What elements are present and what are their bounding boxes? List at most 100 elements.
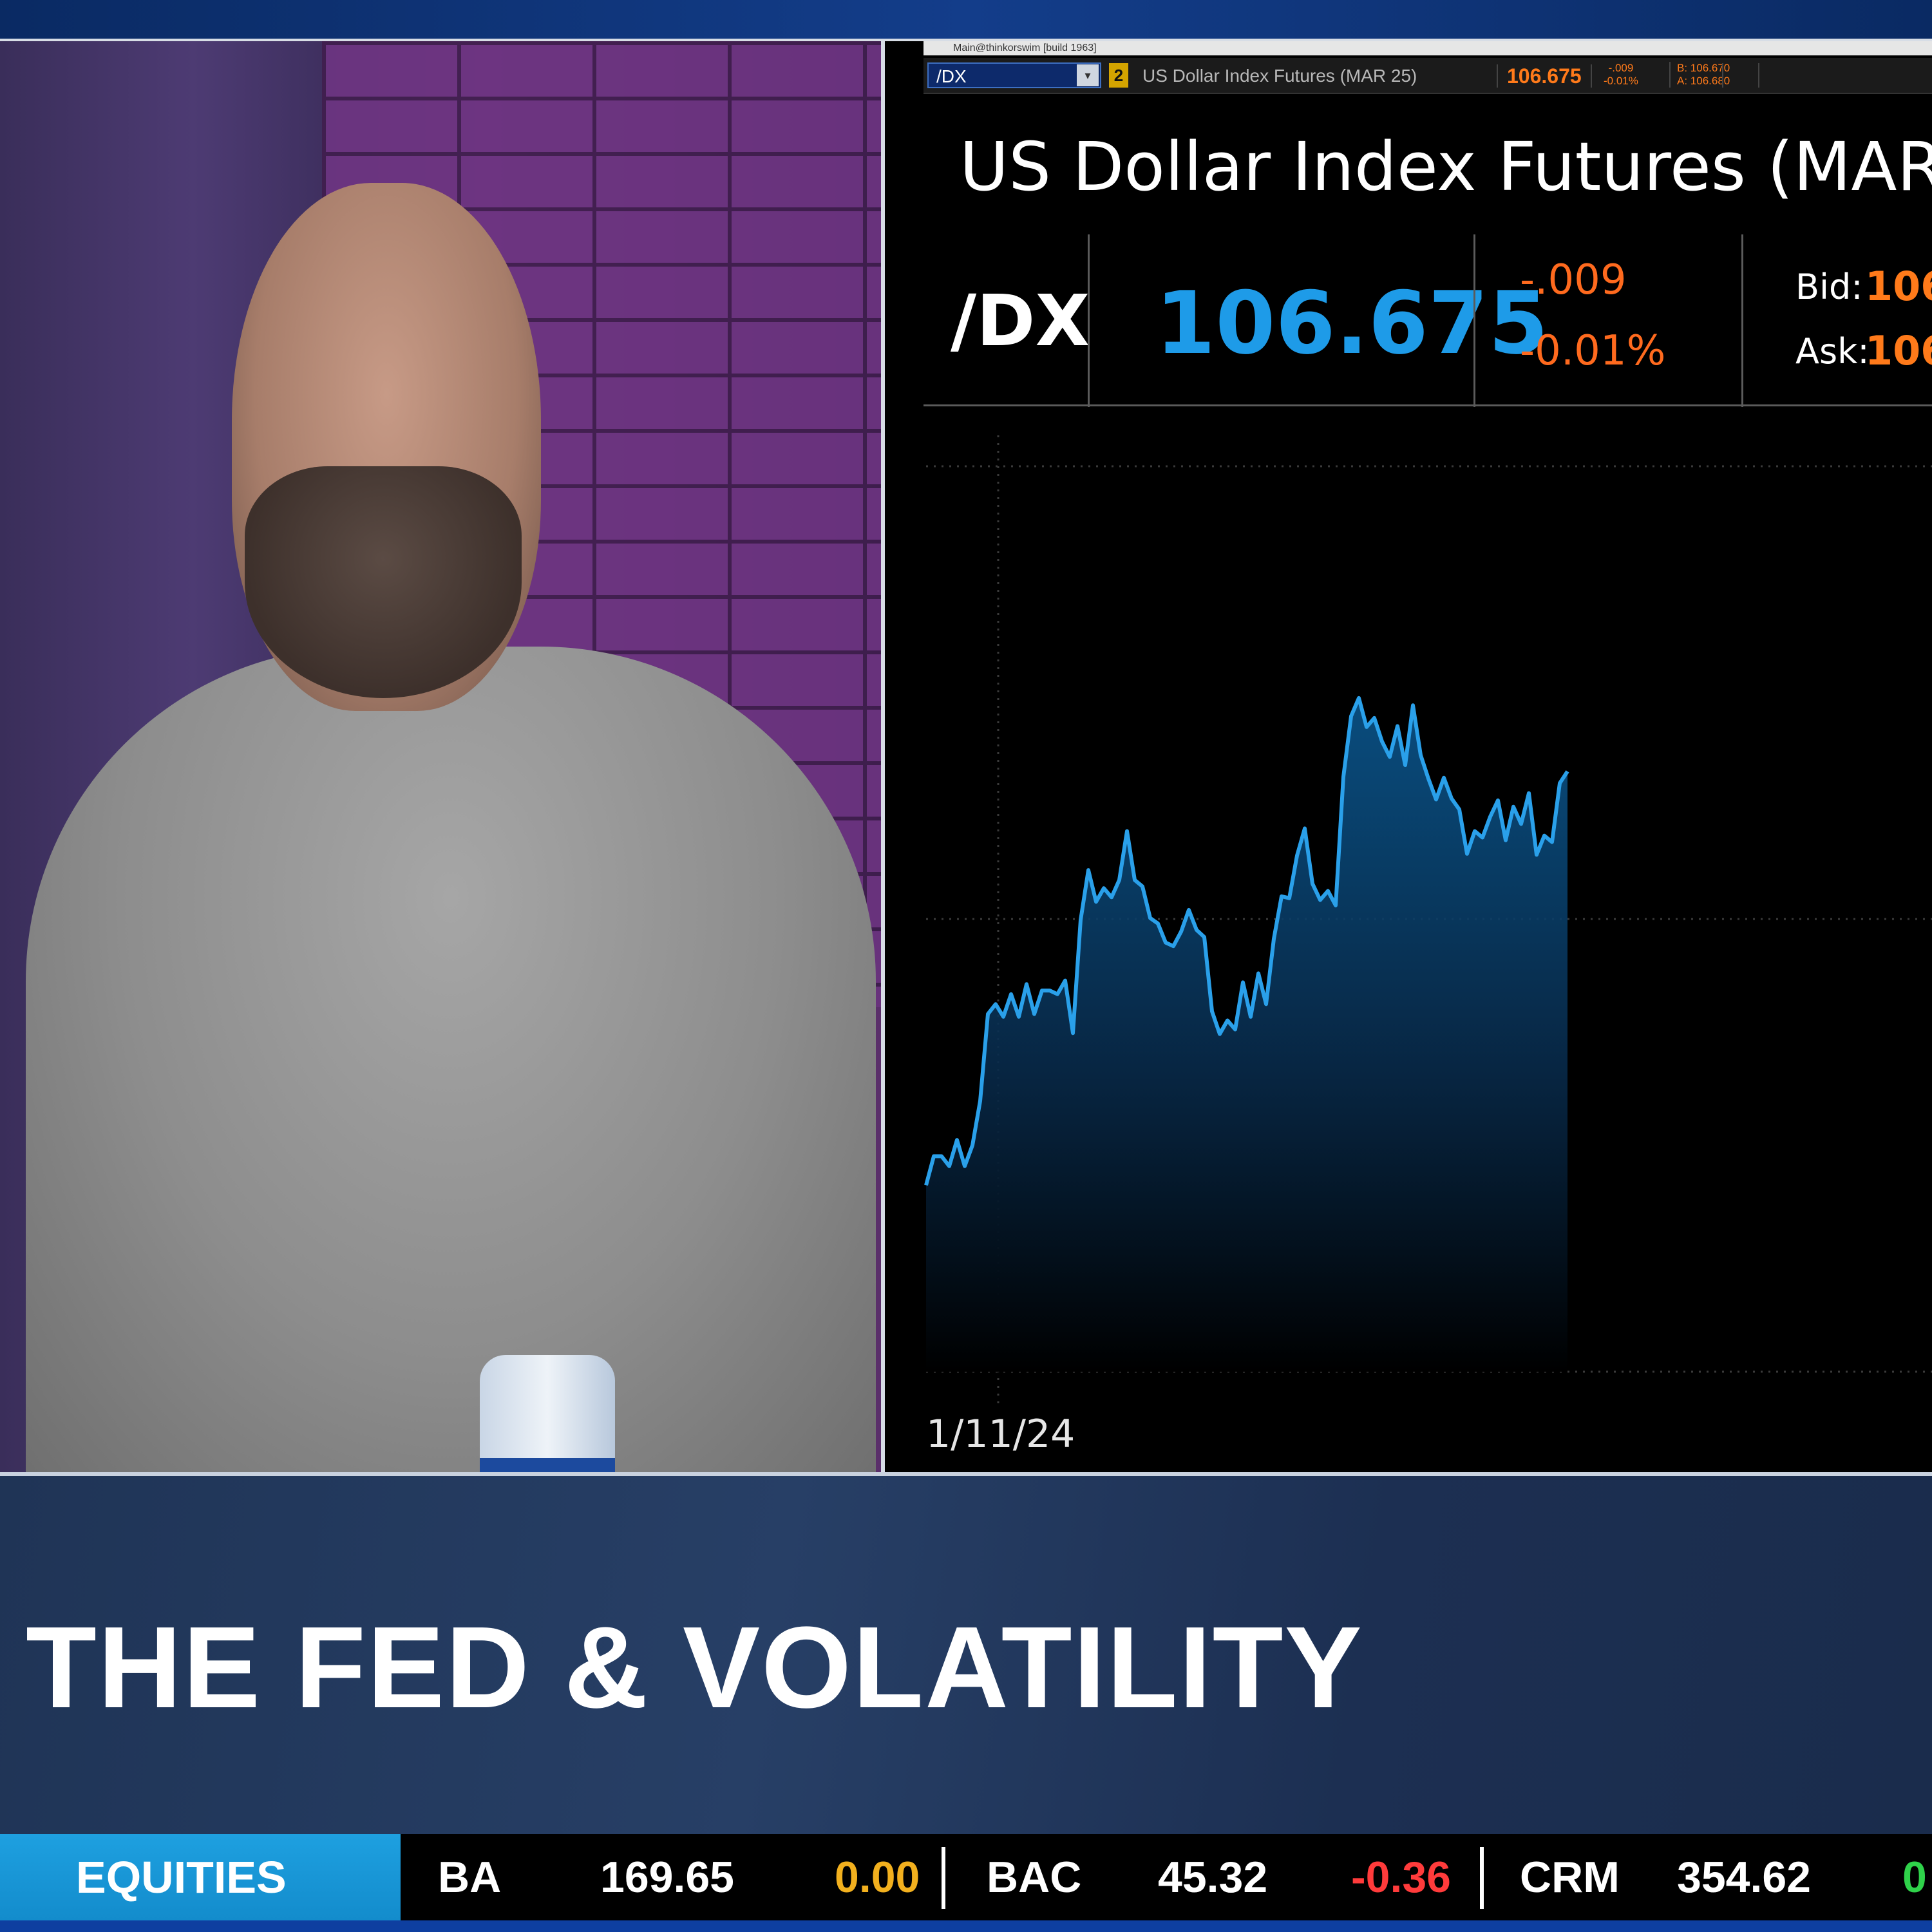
price-data-point bbox=[1519, 822, 1523, 826]
price-data-point bbox=[1264, 1002, 1268, 1006]
price-data-point bbox=[1056, 992, 1059, 996]
price-data-point bbox=[1025, 982, 1028, 986]
price-data-point bbox=[971, 1144, 974, 1148]
price-data-point bbox=[963, 1164, 967, 1168]
price-data-point bbox=[1542, 834, 1546, 838]
chevron-down-icon[interactable]: ▾ bbox=[1077, 64, 1099, 86]
price-data-point bbox=[1164, 941, 1168, 945]
price-data-point bbox=[1086, 868, 1090, 872]
price-data-point bbox=[1233, 1028, 1237, 1032]
price-data-point bbox=[1287, 896, 1291, 900]
price-data-point bbox=[1102, 886, 1106, 890]
ticker-symbol: BAC bbox=[987, 1853, 1082, 1902]
quote-net-change: -.009 bbox=[1520, 256, 1627, 304]
price-data-point bbox=[1357, 696, 1361, 700]
ticker-price: 354.62 bbox=[1677, 1853, 1811, 1902]
quote-divider bbox=[1473, 234, 1475, 407]
price-data-point bbox=[1017, 1015, 1021, 1019]
price-data-point bbox=[1426, 777, 1430, 781]
price-data-point bbox=[978, 1099, 982, 1103]
price-data-point bbox=[1179, 930, 1183, 934]
guest-beard bbox=[245, 466, 522, 698]
price-data-point bbox=[1256, 971, 1260, 975]
price-data-point bbox=[1311, 882, 1314, 886]
toolbar-divider bbox=[1722, 63, 1723, 88]
toolbar-last-price: 106.675 bbox=[1497, 64, 1592, 88]
price-data-point bbox=[1063, 979, 1067, 983]
water-bottle-label bbox=[480, 1458, 615, 1472]
lower-third-edge bbox=[0, 1472, 1932, 1476]
guest-sweater bbox=[26, 647, 876, 1472]
ticker-change: 0 bbox=[1902, 1853, 1927, 1902]
price-data-point bbox=[1349, 714, 1353, 718]
price-data-point bbox=[1117, 878, 1121, 882]
price-data-point bbox=[1241, 980, 1245, 984]
price-data-point bbox=[1249, 1015, 1253, 1019]
price-data-point bbox=[1210, 1009, 1214, 1013]
ask-value: 106 bbox=[1865, 327, 1932, 374]
ticker-separator bbox=[942, 1847, 945, 1909]
ticker-change: 0.00 bbox=[835, 1853, 920, 1902]
price-data-point bbox=[1341, 775, 1345, 779]
price-data-point bbox=[1009, 992, 1013, 996]
price-data-point bbox=[955, 1138, 959, 1142]
guest-video-feed bbox=[0, 41, 881, 1472]
price-data-point bbox=[1558, 781, 1562, 785]
quote-divider bbox=[1741, 234, 1743, 407]
price-data-point bbox=[986, 1012, 990, 1016]
price-data-point bbox=[1566, 770, 1569, 773]
toolbar-net-change: -.009 bbox=[1608, 62, 1634, 74]
price-data-point bbox=[1001, 1015, 1005, 1019]
bid-value: 106 bbox=[1865, 263, 1932, 310]
price-data-point bbox=[932, 1154, 936, 1158]
price-data-point bbox=[1388, 755, 1392, 759]
symbol-toolbar: /DX ▾ 2 US Dollar Index Futures (MAR 25)… bbox=[923, 58, 1932, 94]
toolbar-change: -.009 -0.01% bbox=[1604, 62, 1638, 88]
quote-pct-change: -0.01% bbox=[1520, 327, 1666, 375]
price-data-point bbox=[1094, 900, 1098, 904]
price-data-point bbox=[1457, 808, 1461, 811]
price-data-point bbox=[1380, 739, 1384, 743]
toolbar-bid: B: 106.670 bbox=[1677, 62, 1730, 74]
price-data-point bbox=[1148, 916, 1152, 920]
price-data-point bbox=[1303, 826, 1307, 830]
top-strip-edge bbox=[0, 39, 1932, 41]
top-brand-strip bbox=[0, 0, 1932, 39]
price-data-point bbox=[1272, 937, 1276, 941]
price-data-point bbox=[1318, 898, 1322, 902]
price-data-point bbox=[1048, 989, 1052, 992]
instrument-description: US Dollar Index Futures (MAR 25) bbox=[1142, 66, 1417, 86]
price-data-point bbox=[1396, 724, 1399, 728]
price-data-point bbox=[1550, 840, 1554, 844]
ticker-symbol: CRM bbox=[1520, 1853, 1620, 1902]
price-data-point bbox=[1171, 944, 1175, 948]
price-data-point bbox=[1450, 797, 1454, 800]
window-title: Main@thinkorswim [build 1963] bbox=[923, 41, 1932, 55]
price-data-point bbox=[1280, 895, 1283, 898]
ticker-price: 45.32 bbox=[1158, 1853, 1268, 1902]
price-data-point bbox=[1442, 776, 1446, 780]
price-data-point bbox=[1465, 852, 1469, 856]
price-data-point bbox=[1187, 908, 1191, 912]
symbol-input[interactable]: /DX bbox=[927, 62, 1101, 88]
ask-label: Ask: bbox=[1795, 331, 1870, 372]
segment-headline: THE FED & VOLATILITY bbox=[26, 1603, 1363, 1732]
price-data-point bbox=[1141, 884, 1144, 888]
toolbar-bid-ask: B: 106.670 A: 106.680 bbox=[1669, 62, 1730, 88]
link-group-badge[interactable]: 2 bbox=[1109, 63, 1128, 88]
price-data-point bbox=[1419, 753, 1423, 757]
thinkorswim-chart-panel: Main@thinkorswim [build 1963] /DX ▾ 2 US… bbox=[885, 41, 1932, 1472]
price-data-point bbox=[940, 1154, 943, 1158]
price-data-point bbox=[1473, 829, 1477, 833]
price-data-point bbox=[1434, 797, 1438, 801]
price-data-point bbox=[1032, 1012, 1036, 1016]
price-data-point bbox=[1226, 1018, 1229, 1022]
bid-label: Bid: bbox=[1795, 267, 1863, 307]
price-data-point bbox=[1202, 935, 1206, 939]
price-data-point bbox=[1511, 805, 1515, 809]
price-data-point bbox=[1156, 922, 1160, 925]
price-data-point bbox=[1295, 854, 1299, 858]
price-data-point bbox=[1040, 989, 1044, 992]
price-data-point bbox=[1527, 791, 1531, 795]
price-data-point bbox=[1488, 815, 1492, 819]
